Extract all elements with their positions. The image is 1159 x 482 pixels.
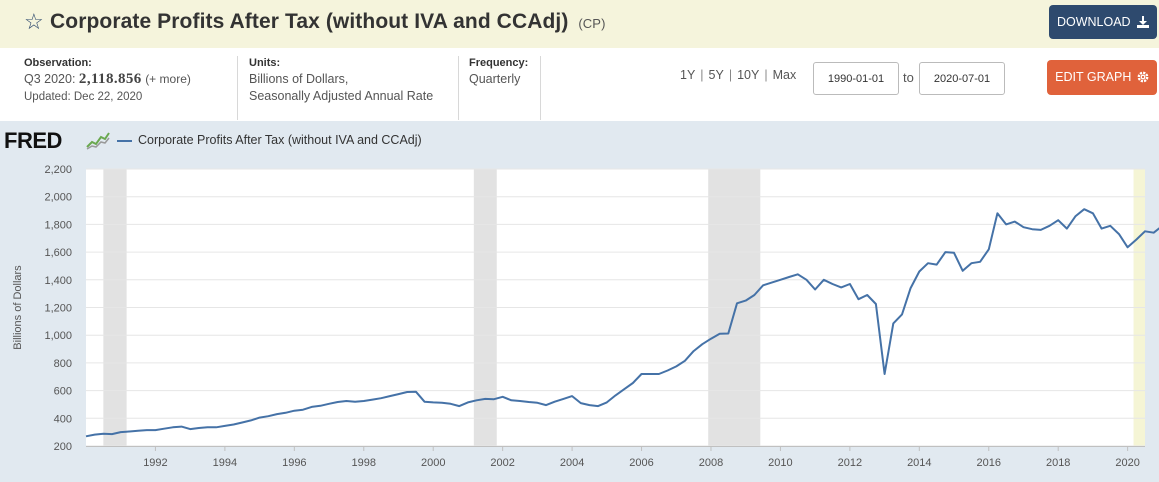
y-tick-label: 200: [54, 441, 72, 453]
x-tick-label: 2004: [560, 457, 584, 469]
x-tick-label: 2020: [1115, 457, 1139, 469]
x-tick-label: 1992: [143, 457, 167, 469]
frequency-box: Frequency: Quarterly: [459, 56, 541, 120]
fred-graph-page: ☆ Corporate Profits After Tax (without I…: [0, 0, 1159, 482]
x-tick-label: 2002: [490, 457, 514, 469]
series-id: (CP): [578, 16, 605, 31]
y-tick-label: 400: [54, 413, 72, 425]
x-tick-label: 2008: [699, 457, 723, 469]
line-chart[interactable]: 200 400 600 800 1,000 1,200 1,400 1,600 1,800 2,0…: [0, 121, 1159, 482]
x-tick-label: 1994: [213, 457, 237, 469]
page-title: Corporate Profits After Tax (without IVA…: [50, 9, 606, 37]
x-tick-label: 2006: [629, 457, 653, 469]
download-label: DOWNLOAD: [1057, 15, 1131, 29]
x-tick-label: 2010: [768, 457, 792, 469]
x-tick-label: 2018: [1046, 457, 1070, 469]
series-title: Corporate Profits After Tax (without IVA…: [50, 10, 568, 33]
range-max-link[interactable]: Max: [773, 68, 797, 82]
y-tick-label: 600: [54, 386, 72, 398]
to-label: to: [903, 70, 914, 85]
y-tick-label: 1,600: [44, 247, 72, 259]
range-10y-link[interactable]: 10Y: [737, 68, 759, 82]
units-box: Units: Billions of Dollars, Seasonally A…: [238, 56, 459, 120]
start-date-input[interactable]: [813, 62, 899, 95]
edit-graph-label: EDIT GRAPH: [1055, 70, 1131, 84]
edit-graph-button[interactable]: EDIT GRAPH: [1047, 60, 1157, 95]
download-button[interactable]: DOWNLOAD: [1049, 5, 1157, 39]
observation-label: Observation:: [24, 56, 237, 71]
more-observations-link[interactable]: (+ more): [145, 72, 191, 86]
y-tick-label: 800: [54, 358, 72, 370]
range-5y-link[interactable]: 5Y: [709, 68, 724, 82]
favorite-star-icon[interactable]: ☆: [24, 9, 44, 35]
observation-value: 2,118.856: [79, 71, 142, 87]
x-tick-label: 1996: [282, 457, 306, 469]
observation-line: Q3 2020: 2,118.856 (+ more): [24, 71, 237, 88]
end-date-input[interactable]: [919, 62, 1005, 95]
frequency-label: Frequency:: [469, 56, 540, 71]
frequency-value: Quarterly: [469, 71, 540, 88]
y-tick-label: 1,400: [44, 275, 72, 287]
download-icon: [1137, 16, 1149, 28]
x-tick-label: 2000: [421, 457, 445, 469]
x-tick-label: 2012: [838, 457, 862, 469]
x-tick-label: 1998: [352, 457, 376, 469]
y-tick-label: 1,200: [44, 303, 72, 315]
units-line-1: Billions of Dollars,: [249, 71, 458, 88]
updated-date: Updated: Dec 22, 2020: [24, 88, 237, 106]
observation-period: Q3 2020:: [24, 72, 75, 86]
y-tick-label: 1,000: [44, 330, 72, 342]
units-label: Units:: [249, 56, 458, 71]
range-1y-link[interactable]: 1Y: [680, 68, 695, 82]
range-links: 1Y | 5Y | 10Y | Max: [680, 68, 796, 82]
y-tick-label: 2,200: [44, 164, 72, 176]
x-tick-label: 2016: [977, 457, 1001, 469]
observation-box: Observation: Q3 2020: 2,118.856 (+ more)…: [24, 56, 238, 120]
gear-icon: [1137, 71, 1149, 83]
y-tick-label: 2,000: [44, 192, 72, 204]
y-tick-label: 1,800: [44, 219, 72, 231]
y-axis-label: Billions of Dollars: [12, 265, 24, 350]
x-tick-label: 2014: [907, 457, 931, 469]
units-line-2: Seasonally Adjusted Annual Rate: [249, 88, 458, 105]
title-bar: ☆ Corporate Profits After Tax (without I…: [0, 0, 1159, 48]
